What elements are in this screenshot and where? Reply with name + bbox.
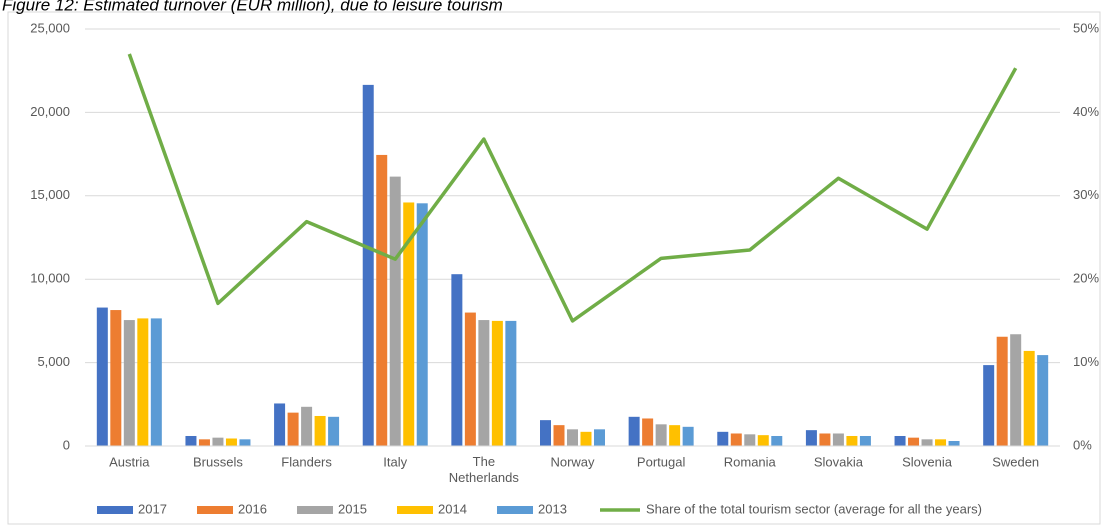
bar [553,425,565,446]
bar [416,203,428,446]
bar [682,426,694,446]
y-tick-label: 25,000 [30,20,70,35]
legend-label: 2016 [238,501,267,516]
bar [819,433,831,446]
bar [832,433,844,446]
bar [983,365,995,446]
bar [376,154,388,446]
bar [314,415,326,446]
legend-label: Share of the total tourism sector (avera… [646,501,982,516]
chart-frame [7,11,1101,525]
bar [894,435,906,446]
y-tick-label: 5,000 [37,354,70,369]
bar [771,435,783,446]
bar [628,416,640,446]
bar [123,320,135,446]
bar [655,424,667,446]
share-line [127,53,1018,323]
bar [137,318,149,446]
bar [150,318,162,446]
legend-swatch [197,506,233,514]
bar [567,429,578,446]
chart-title: Figure 12: Estimated turnover (EUR milli… [2,0,503,14]
legend-label: 2017 [138,501,167,516]
bar [505,320,517,446]
bar [1023,350,1035,446]
y-tick-label: 0 [63,437,70,452]
bar [301,406,313,446]
x-tick-label: Portugal [637,454,686,469]
bar [744,434,756,446]
y2-tick-label: 30% [1073,187,1099,202]
legend-swatch [497,506,533,514]
bar [908,437,920,446]
y2-tick-label: 40% [1073,104,1099,119]
bar [239,439,251,446]
bar [1010,334,1022,446]
y-tick-label: 15,000 [30,187,70,202]
legend-label: 2013 [538,501,567,516]
bar [948,440,960,446]
legend-swatch [297,506,333,514]
bar [996,336,1008,446]
x-tick-label: Norway [550,454,595,469]
bar [594,429,605,446]
bar [212,437,224,446]
bar [328,416,340,446]
bar [389,176,401,447]
x-tick-label: Brussels [193,454,243,469]
bar [859,435,871,446]
bar [403,202,415,446]
bar [225,438,237,446]
x-tick-label: Austria [109,454,150,469]
x-tick-label: Italy [383,454,407,469]
x-tick-label: Romania [724,454,777,469]
legend-swatch [97,506,133,514]
bar [846,435,858,446]
bar [464,312,476,446]
x-tick-label: Slovenia [902,454,953,469]
bar [1037,355,1049,446]
bar [805,430,817,446]
bar [198,439,210,446]
x-tick-label: Slovakia [814,454,864,469]
x-tick-label: Flanders [281,454,332,469]
x-tick-label: Sweden [992,454,1039,469]
bar [362,84,374,447]
bar [730,433,742,446]
bar [580,431,592,446]
y-tick-label: 10,000 [30,271,70,286]
bar [451,274,463,446]
y2-tick-label: 20% [1073,271,1099,286]
y2-tick-label: 10% [1073,354,1099,369]
bar [717,431,729,446]
bar [491,320,503,446]
legend-label: 2014 [438,501,467,516]
x-tick-label: The Netherlands [449,454,520,485]
bar [185,435,197,446]
y-tick-label: 20,000 [30,104,70,119]
bar [921,439,933,446]
bar [669,425,681,446]
bar [274,403,286,446]
legend-label: 2015 [338,501,367,516]
bar [642,418,654,446]
y2-tick-label: 50% [1073,20,1099,35]
bar [96,307,108,446]
bar [287,412,299,446]
y2-tick-label: 0% [1073,437,1092,452]
bar [478,320,490,446]
bar [757,435,769,446]
bar [935,439,947,446]
bar [110,310,122,446]
legend-swatch [397,506,433,514]
bar [540,420,551,446]
